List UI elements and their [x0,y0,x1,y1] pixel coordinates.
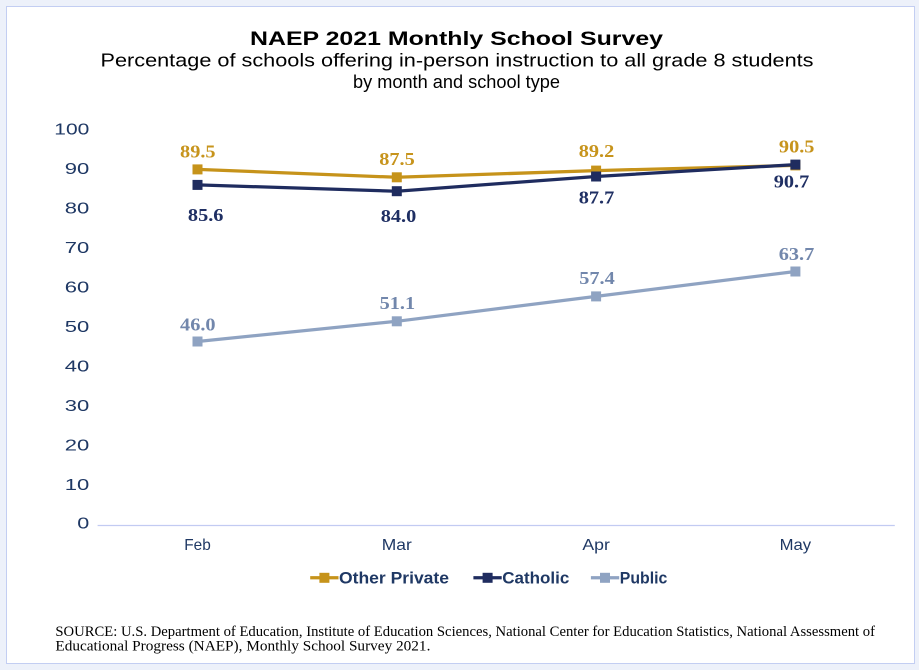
svg-text:10: 10 [65,477,90,494]
svg-text:50: 50 [65,319,90,336]
svg-text:70: 70 [65,240,90,257]
svg-text:30: 30 [65,398,90,415]
svg-text:85.6: 85.6 [188,205,224,225]
svg-text:60: 60 [65,279,90,296]
svg-text:87.5: 87.5 [379,149,415,169]
svg-text:20: 20 [65,438,90,455]
svg-text:63.7: 63.7 [779,244,815,264]
svg-text:90.7: 90.7 [774,171,810,191]
svg-text:Mar: Mar [382,537,413,554]
svg-text:51.1: 51.1 [380,293,416,313]
svg-text:90: 90 [65,161,90,178]
svg-text:Catholic: Catholic [502,569,569,588]
svg-text:May: May [780,537,812,554]
svg-text:46.0: 46.0 [180,314,216,334]
svg-text:Other Private: Other Private [339,569,449,588]
svg-text:Educational Progress (NAEP), M: Educational Progress (NAEP), Monthly Sch… [55,639,430,655]
svg-text:40: 40 [65,359,90,376]
svg-text:NAEP 2021 Monthly School Surve: NAEP 2021 Monthly School Survey [250,29,664,50]
svg-text:89.5: 89.5 [180,142,216,162]
svg-text:80: 80 [65,200,90,217]
svg-text:57.4: 57.4 [579,268,615,288]
svg-text:87.7: 87.7 [579,188,615,208]
svg-text:Apr: Apr [582,537,610,554]
svg-text:90.5: 90.5 [779,137,815,157]
svg-text:100: 100 [54,121,89,138]
svg-text:84.0: 84.0 [381,206,417,226]
svg-text:0: 0 [77,515,89,532]
svg-text:Public: Public [620,569,668,588]
svg-text:by month and school type: by month and school type [353,72,560,92]
svg-text:89.2: 89.2 [579,141,615,161]
svg-text:Feb: Feb [184,537,211,554]
svg-text:SOURCE: U.S. Department of Edu: SOURCE: U.S. Department of Education, In… [55,624,875,640]
svg-text:Percentage of schools offering: Percentage of schools offering in-person… [101,50,814,70]
